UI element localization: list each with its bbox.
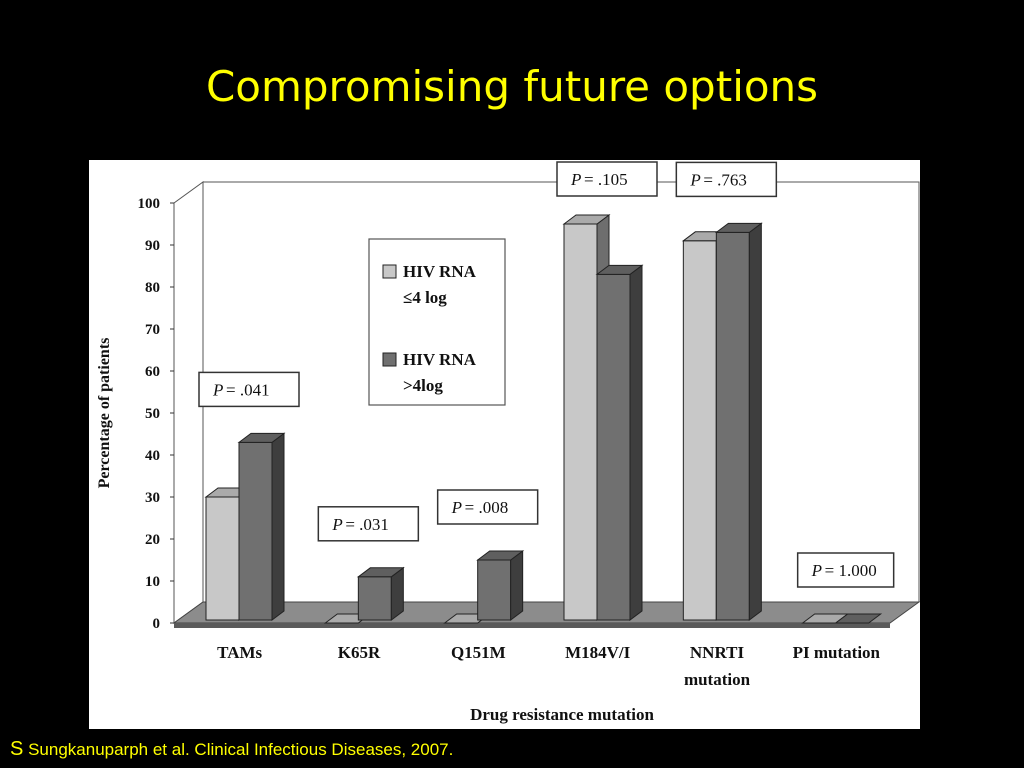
p-value-label: P <box>689 170 700 189</box>
chart-back-wall <box>202 181 920 603</box>
bar <box>357 576 392 621</box>
y-tick-label: 0 <box>153 616 161 632</box>
p-value-text: = .105 <box>584 170 628 189</box>
p-value-text: = .041 <box>226 380 270 399</box>
bar-side <box>510 550 524 621</box>
x-tick-label: K65R <box>338 643 381 662</box>
bar-side <box>748 222 762 621</box>
legend-label: HIV RNA <box>403 350 477 369</box>
x-tick-label-line2: mutation <box>684 670 751 689</box>
y-tick-label: 10 <box>145 574 160 590</box>
bar <box>563 223 598 621</box>
y-tick-label: 80 <box>145 280 160 296</box>
bar-top <box>834 613 883 624</box>
bar-top <box>476 550 525 561</box>
x-tick-label: NNRTI <box>690 643 745 662</box>
p-value-label: P <box>570 170 581 189</box>
p-value-label: P <box>811 561 822 580</box>
chart-canvas: 0 10 20 30 40 50 60 70 80 90 100 Percentage of pati… <box>96 161 920 724</box>
y-axis-label: Percentage of patients <box>96 338 113 489</box>
legend-swatch <box>382 352 397 367</box>
bar <box>238 441 273 621</box>
bar-top <box>237 432 286 443</box>
y-tick-label: 70 <box>145 322 160 338</box>
p-value-text: = 1.000 <box>825 561 877 580</box>
p-value-box <box>556 161 658 197</box>
p-value-box <box>317 506 420 542</box>
p-value-text: = .763 <box>703 170 747 189</box>
legend-label: HIV RNA <box>403 262 477 281</box>
bar-top <box>356 567 405 578</box>
p-value-label: P <box>331 515 342 534</box>
y-tick-label: 30 <box>145 490 160 506</box>
legend-label-line2: >4log <box>403 376 443 395</box>
chart-floor-edge <box>174 623 890 628</box>
p-value-label: P <box>212 380 223 399</box>
p-value-text: = .031 <box>345 515 389 534</box>
bar <box>477 559 512 621</box>
bar <box>682 240 717 621</box>
bar-top <box>595 264 644 275</box>
legend-label-line2: ≤4 log <box>403 288 447 307</box>
bar-side <box>271 432 285 621</box>
bar <box>596 273 631 621</box>
y-tick-label: 100 <box>138 196 161 212</box>
y-tick-label: 50 <box>145 406 160 422</box>
y-tick-label: 20 <box>145 532 160 548</box>
y-tick-label: 90 <box>145 238 160 254</box>
p-value-box <box>436 489 539 525</box>
x-tick-label: TAMs <box>217 643 262 662</box>
x-tick-label: M184V/I <box>565 643 631 662</box>
p-value-box <box>796 552 895 588</box>
bar <box>205 496 240 621</box>
citation: S Sungkanuparph et al. Clinical Infectio… <box>10 738 453 761</box>
x-tick-label: Q151M <box>451 643 506 662</box>
bar <box>715 231 750 621</box>
y-tick-label: 40 <box>145 448 160 464</box>
citation-text: Sungkanuparph et al. Clinical Infectious… <box>28 740 454 759</box>
bar-top <box>562 214 611 225</box>
bar-chart: 0 10 20 30 40 50 60 70 80 90 100 Percentage of pati… <box>89 160 920 729</box>
bar-top <box>714 222 763 233</box>
p-value-box <box>198 371 300 408</box>
citation-marker: S <box>10 738 24 760</box>
x-tick-label: PI mutation <box>793 643 881 662</box>
slide-title: Compromising future options <box>205 62 819 111</box>
y-tick-label: 60 <box>145 364 160 380</box>
p-value-label: P <box>451 498 462 517</box>
bar-side <box>629 264 643 621</box>
legend-swatch <box>382 264 397 279</box>
p-value-box <box>675 161 778 198</box>
x-axis-label: Drug resistance mutation <box>470 705 654 724</box>
p-value-text: = .008 <box>465 498 509 517</box>
